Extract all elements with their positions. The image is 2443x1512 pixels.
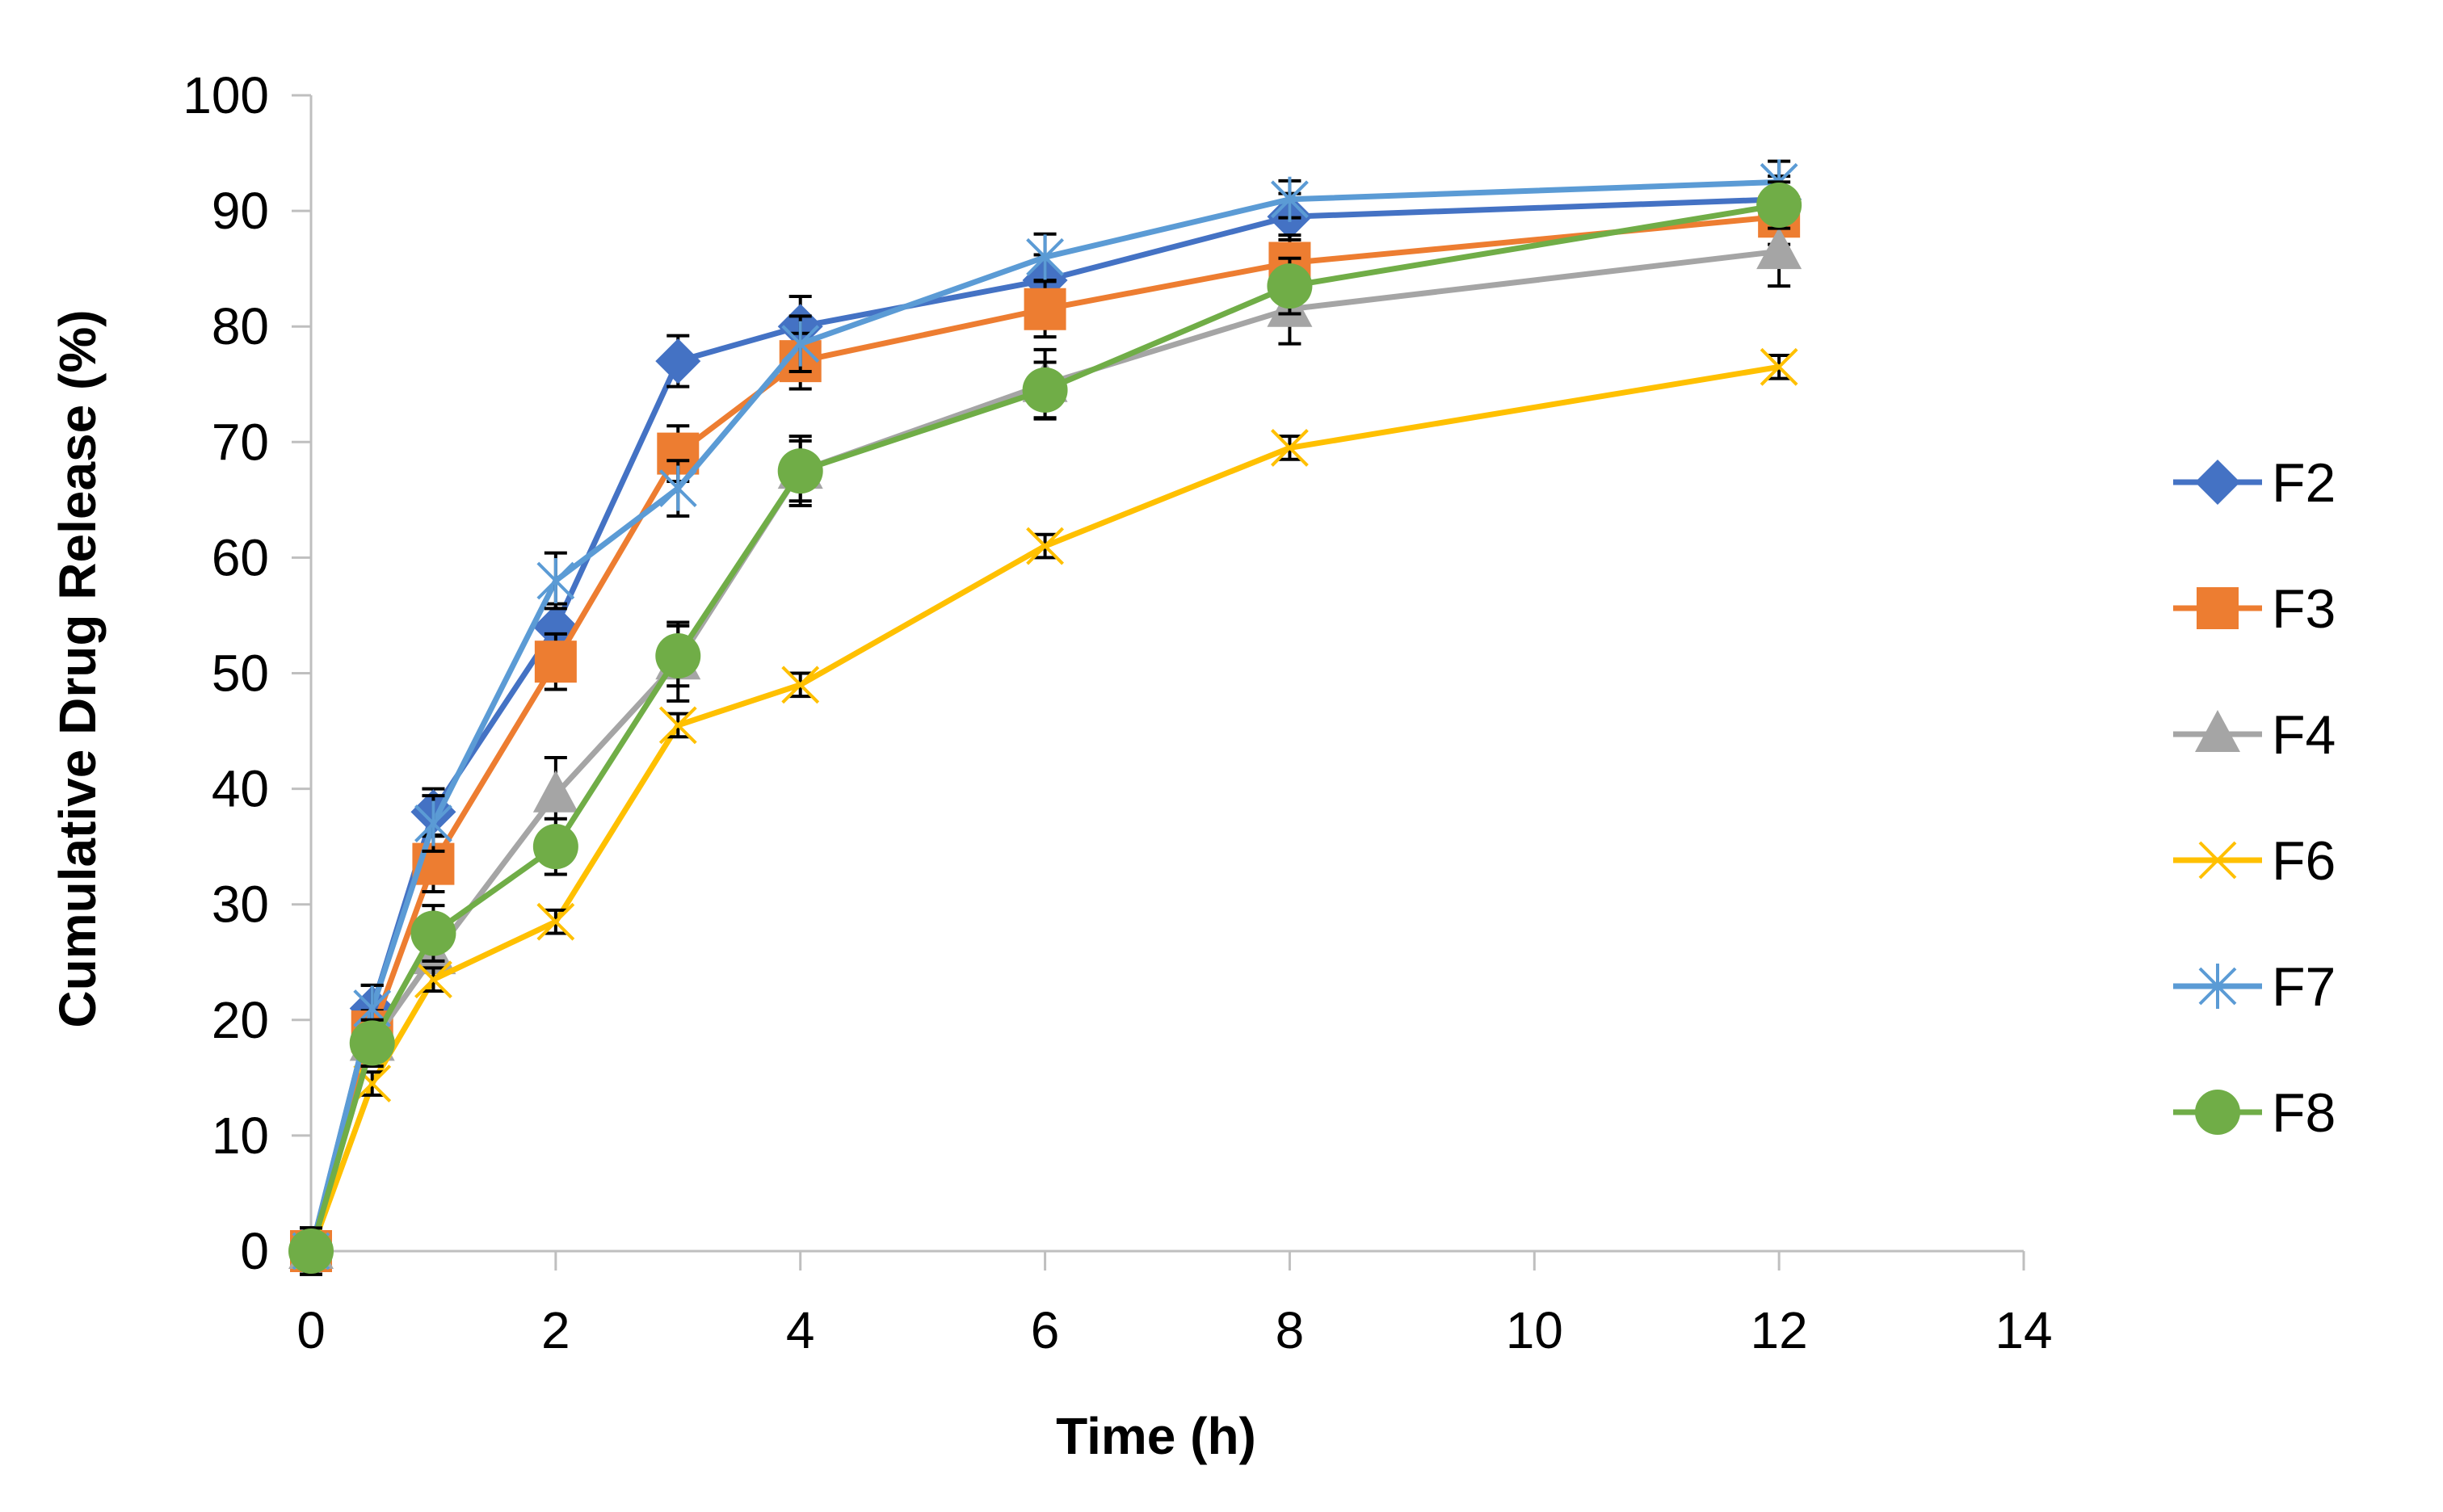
legend-marker-f7 bbox=[2198, 964, 2237, 1009]
legend-label-f4: F4 bbox=[2272, 704, 2336, 766]
axes: 0 10 20 30 40 50 60 70 80 90 100 0 2 4 6 8 10 12 14 bbox=[183, 66, 2052, 1359]
data-point-f8 bbox=[288, 1228, 334, 1274]
data-point-f8 bbox=[1022, 367, 1068, 413]
y-tick-label: 80 bbox=[212, 297, 269, 355]
legend-marker-f8 bbox=[2195, 1090, 2240, 1135]
legend-label-f6: F6 bbox=[2272, 830, 2336, 892]
y-axis-title: Cumulative Drug Release (%) bbox=[48, 309, 107, 1027]
legend-label-f3: F3 bbox=[2272, 578, 2336, 640]
series-f7 bbox=[292, 159, 1798, 1276]
data-point-f6 bbox=[658, 706, 697, 745]
data-point-f6 bbox=[353, 1065, 392, 1102]
x-tick-label: 10 bbox=[1506, 1301, 1563, 1359]
y-tick-label: 50 bbox=[212, 645, 269, 703]
data-point-f2 bbox=[655, 338, 701, 384]
x-tick-label: 6 bbox=[1031, 1301, 1060, 1359]
legend-item-f4: F4 bbox=[2173, 704, 2336, 766]
y-tick-label: 60 bbox=[212, 528, 269, 586]
legend-item-f2: F2 bbox=[2173, 452, 2336, 514]
legend-item-f3: F3 bbox=[2173, 578, 2336, 640]
x-tick-label: 0 bbox=[296, 1301, 326, 1359]
x-tick-label: 4 bbox=[786, 1301, 815, 1359]
data-point-f4 bbox=[1756, 227, 1802, 270]
data-point-f6 bbox=[1271, 429, 1309, 467]
data-point-f7 bbox=[536, 558, 575, 604]
series-line-f7 bbox=[308, 178, 1780, 1252]
data-point-f8 bbox=[1267, 263, 1313, 309]
x-tick-label: 14 bbox=[1995, 1301, 2052, 1359]
data-point-f6 bbox=[414, 960, 452, 999]
x-tick-label: 2 bbox=[541, 1301, 570, 1359]
y-tick-label: 40 bbox=[212, 760, 269, 818]
data-point-f7 bbox=[414, 800, 452, 846]
y-tick-label: 70 bbox=[212, 413, 269, 471]
y-tick-label: 100 bbox=[183, 66, 269, 124]
data-point-f7 bbox=[781, 321, 820, 367]
legend-label-f7: F7 bbox=[2272, 956, 2336, 1018]
legend-marker-f3 bbox=[2197, 587, 2239, 629]
data-point-f7 bbox=[1026, 234, 1064, 280]
series-group bbox=[288, 159, 1802, 1276]
data-point-f7 bbox=[1271, 176, 1309, 222]
x-axis-title: Time (h) bbox=[1056, 1407, 1256, 1465]
data-point-f8 bbox=[777, 448, 823, 494]
y-tick-label: 0 bbox=[240, 1222, 269, 1280]
y-tick-label: 10 bbox=[212, 1107, 269, 1165]
data-point-f6 bbox=[536, 902, 575, 941]
y-tick-label: 30 bbox=[212, 876, 269, 934]
data-point-f8 bbox=[655, 633, 701, 679]
legend-label-f2: F2 bbox=[2272, 452, 2336, 514]
data-point-f8 bbox=[532, 824, 578, 870]
legend-label-f8: F8 bbox=[2272, 1082, 2336, 1144]
x-tick-label: 8 bbox=[1276, 1301, 1305, 1359]
legend-marker-f6 bbox=[2198, 841, 2237, 880]
data-point-f8 bbox=[1756, 182, 1802, 228]
data-point-f4 bbox=[532, 770, 578, 813]
data-point-f7 bbox=[658, 465, 697, 511]
y-tick-label: 90 bbox=[212, 182, 269, 240]
series-f8 bbox=[288, 180, 1802, 1276]
data-point-f6 bbox=[1026, 527, 1064, 565]
legend-item-f6: F6 bbox=[2173, 830, 2336, 892]
data-point-f6 bbox=[1760, 347, 1798, 386]
data-point-f3 bbox=[534, 640, 577, 683]
data-point-f8 bbox=[410, 910, 456, 956]
legend-item-f8: F8 bbox=[2173, 1082, 2336, 1144]
series-line-f6 bbox=[308, 363, 1780, 1253]
x-tick-label: 12 bbox=[1751, 1301, 1808, 1359]
y-tick-label: 20 bbox=[212, 991, 269, 1049]
legend-item-f7: F7 bbox=[2173, 956, 2336, 1018]
data-point-f6 bbox=[781, 666, 820, 704]
data-point-f3 bbox=[1024, 288, 1066, 330]
legend-marker-f2 bbox=[2195, 460, 2240, 505]
legend: F2 F3 F4 F6 F7 F8 bbox=[2173, 452, 2336, 1144]
legend-marker-f4 bbox=[2195, 710, 2240, 752]
series-f6 bbox=[292, 347, 1798, 1276]
data-point-f8 bbox=[349, 1020, 395, 1066]
